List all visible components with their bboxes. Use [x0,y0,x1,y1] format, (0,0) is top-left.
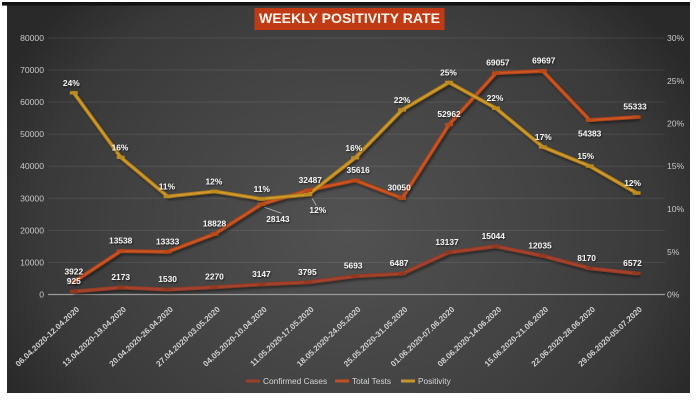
svg-text:16%: 16% [112,142,129,152]
svg-text:3795: 3795 [298,267,317,277]
svg-text:20000: 20000 [20,225,44,235]
svg-text:12%: 12% [624,178,641,188]
svg-text:5693: 5693 [344,261,363,271]
svg-text:2173: 2173 [111,272,130,282]
svg-text:50000: 50000 [20,129,44,139]
svg-text:8170: 8170 [577,253,596,263]
svg-text:11%: 11% [254,184,271,194]
svg-text:80000: 80000 [20,33,44,43]
svg-text:10%: 10% [667,204,685,214]
svg-text:25%: 25% [440,67,457,77]
svg-text:13538: 13538 [109,236,133,246]
svg-text:13137: 13137 [435,237,459,247]
svg-text:70000: 70000 [20,65,44,75]
svg-text:6487: 6487 [390,258,409,268]
svg-text:6572: 6572 [623,258,642,268]
svg-text:22%: 22% [487,93,504,103]
svg-text:69697: 69697 [532,56,556,66]
svg-text:24%: 24% [63,78,80,88]
svg-text:2270: 2270 [205,272,224,282]
svg-text:0%: 0% [667,290,680,300]
svg-text:11%: 11% [159,181,176,191]
svg-text:20%: 20% [667,119,685,129]
svg-text:55333: 55333 [623,102,647,112]
svg-text:0: 0 [39,290,44,300]
svg-text:22%: 22% [394,95,411,105]
svg-text:1530: 1530 [158,274,177,284]
svg-text:5%: 5% [667,247,680,257]
svg-text:3147: 3147 [252,269,271,279]
svg-text:30050: 30050 [387,183,411,193]
svg-text:10000: 10000 [20,257,44,267]
svg-text:52962: 52962 [437,109,461,119]
svg-text:35616: 35616 [347,165,371,175]
svg-text:40000: 40000 [20,161,44,171]
svg-text:32487: 32487 [299,175,323,185]
svg-text:12035: 12035 [528,240,552,250]
svg-text:18828: 18828 [203,219,227,229]
svg-text:15044: 15044 [482,231,506,241]
svg-text:60000: 60000 [20,97,44,107]
svg-text:69057: 69057 [486,58,510,68]
svg-text:25%: 25% [667,76,685,86]
svg-text:Confirmed Cases: Confirmed Cases [263,376,327,386]
svg-text:17%: 17% [535,132,552,142]
svg-text:3922: 3922 [64,266,83,276]
svg-text:WEEKLY POSITIVITY RATE: WEEKLY POSITIVITY RATE [259,11,440,26]
svg-text:925: 925 [67,276,81,286]
svg-text:54383: 54383 [578,129,602,139]
svg-text:30000: 30000 [20,193,44,203]
svg-text:30%: 30% [667,33,685,43]
svg-text:12%: 12% [206,176,223,186]
svg-text:12%: 12% [309,205,326,215]
svg-text:Positivity: Positivity [418,376,452,386]
svg-text:13333: 13333 [156,236,180,246]
svg-text:15%: 15% [577,151,594,161]
svg-text:16%: 16% [345,143,362,153]
svg-text:15%: 15% [667,161,685,171]
svg-text:28143: 28143 [266,214,290,224]
svg-text:Total Tests: Total Tests [352,376,391,386]
